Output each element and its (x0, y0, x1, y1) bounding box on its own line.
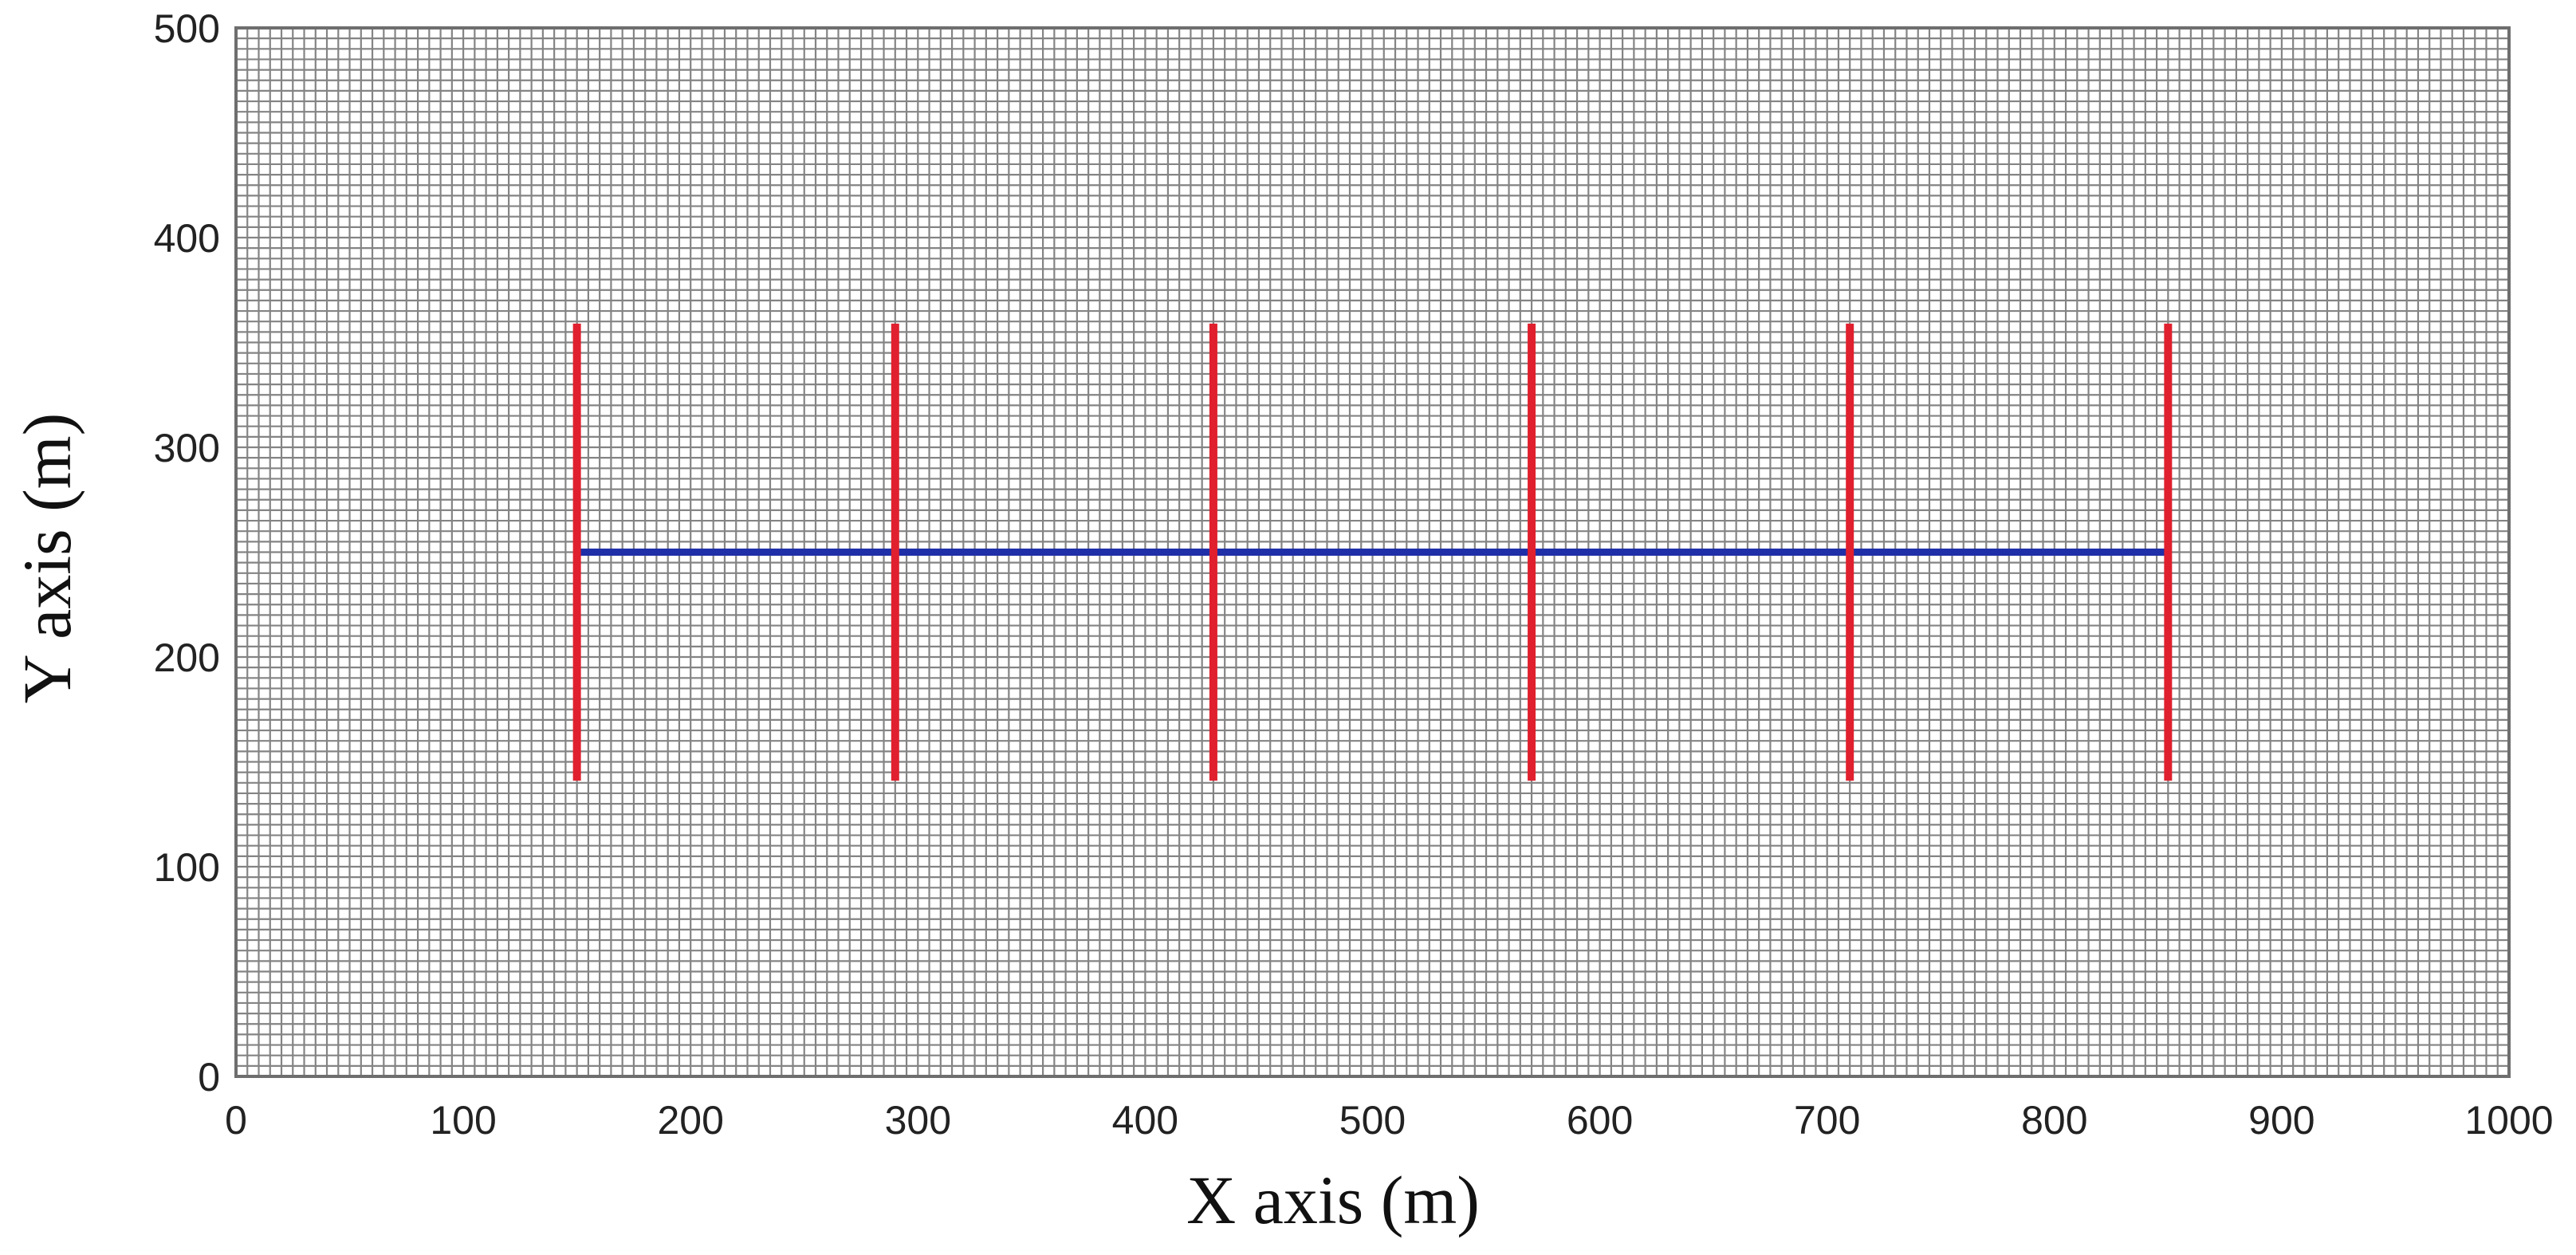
x-tick-label: 900 (2248, 1098, 2314, 1143)
x-tick-label: 500 (1339, 1098, 1406, 1143)
x-tick-labels: 0 100 200 300 400 500 600 700 800 900 1000 (225, 1098, 2554, 1143)
x-axis-title: X axis (m) (1186, 1162, 1480, 1238)
y-tick-label: 500 (154, 6, 220, 51)
x-tick-label: 100 (430, 1098, 496, 1143)
x-tick-label: 700 (1794, 1098, 1860, 1143)
x-tick-label: 200 (657, 1098, 723, 1143)
y-tick-label: 300 (154, 426, 220, 470)
x-tick-label: 300 (885, 1098, 951, 1143)
plot-area (234, 26, 2511, 1078)
plot-frame (234, 26, 2511, 1078)
y-tick-label: 0 (198, 1055, 220, 1100)
y-tick-label: 200 (154, 635, 220, 680)
x-tick-label: 0 (225, 1098, 247, 1143)
y-tick-label: 400 (154, 216, 220, 261)
y-tick-label: 100 (154, 845, 220, 890)
y-axis-title: Y axis (m) (9, 413, 85, 704)
x-tick-label: 800 (2021, 1098, 2087, 1143)
y-tick-labels: 0 100 200 300 400 500 (154, 6, 220, 1100)
x-tick-label: 400 (1112, 1098, 1178, 1143)
x-tick-label: 1000 (2464, 1098, 2553, 1143)
x-tick-label: 600 (1567, 1098, 1633, 1143)
